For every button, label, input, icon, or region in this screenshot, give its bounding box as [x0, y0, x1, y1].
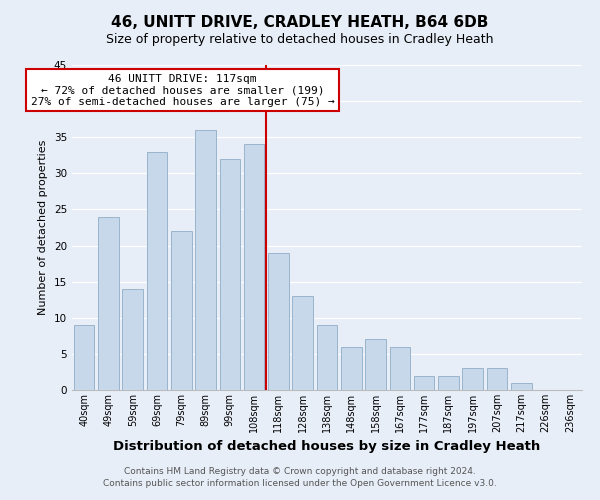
Text: 46, UNITT DRIVE, CRADLEY HEATH, B64 6DB: 46, UNITT DRIVE, CRADLEY HEATH, B64 6DB [112, 15, 488, 30]
Bar [98, 216, 119, 390]
Bar [389, 346, 410, 390]
Bar [171, 231, 191, 390]
Bar [268, 253, 289, 390]
Bar [511, 383, 532, 390]
Text: Contains public sector information licensed under the Open Government Licence v3: Contains public sector information licen… [103, 478, 497, 488]
Text: 46 UNITT DRIVE: 117sqm
← 72% of detached houses are smaller (199)
27% of semi-de: 46 UNITT DRIVE: 117sqm ← 72% of detached… [31, 74, 334, 107]
Bar [220, 159, 240, 390]
Text: Contains HM Land Registry data © Crown copyright and database right 2024.: Contains HM Land Registry data © Crown c… [124, 467, 476, 476]
Text: Size of property relative to detached houses in Cradley Heath: Size of property relative to detached ho… [106, 32, 494, 46]
Bar [414, 376, 434, 390]
Bar [438, 376, 459, 390]
Bar [292, 296, 313, 390]
Bar [122, 289, 143, 390]
Bar [74, 325, 94, 390]
Bar [244, 144, 265, 390]
X-axis label: Distribution of detached houses by size in Cradley Heath: Distribution of detached houses by size … [113, 440, 541, 454]
Bar [146, 152, 167, 390]
Bar [463, 368, 483, 390]
Y-axis label: Number of detached properties: Number of detached properties [38, 140, 49, 315]
Bar [365, 340, 386, 390]
Bar [341, 346, 362, 390]
Bar [195, 130, 216, 390]
Bar [317, 325, 337, 390]
Bar [487, 368, 508, 390]
